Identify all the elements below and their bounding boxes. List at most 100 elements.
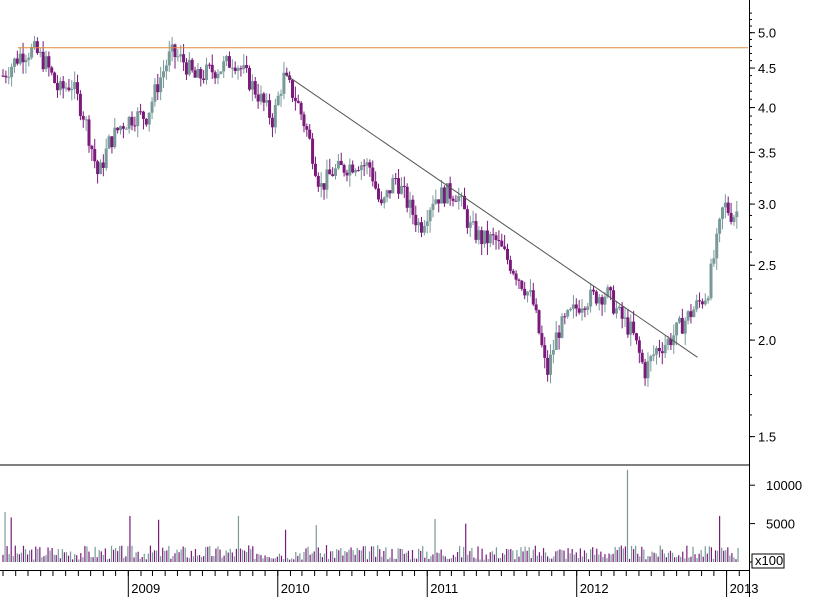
candle-body [124,128,128,130]
candle-body [18,53,22,64]
candle-body [718,218,722,234]
candle-body [420,222,424,233]
candle-body [371,167,375,182]
candle-body [199,69,203,79]
candle-body [44,56,48,70]
candle-body [695,300,699,310]
candle-body [462,195,466,210]
candle-body [591,289,595,292]
candle-body [35,41,39,54]
candle-body [503,246,507,249]
candle-body [715,233,719,259]
candle-body [153,84,157,102]
candle-body [649,356,653,362]
candle-body [190,59,194,71]
candle-body [81,115,85,120]
candle-body [626,317,630,335]
year-label: 2010 [281,581,310,596]
candle-body [167,51,171,66]
candle-body [225,56,229,62]
candle-body [723,202,727,208]
candle-body [720,207,724,219]
candle-body [586,306,590,310]
year-label: 2011 [430,581,458,596]
candle-body [603,296,607,305]
candle-body [557,332,561,338]
candle-body [414,214,418,226]
candle-body [316,175,320,187]
candle-body [136,111,140,127]
candle-body [1,75,5,77]
candle-body [70,88,74,91]
candle-body [4,75,8,78]
candle-body [164,65,168,72]
candle-body [520,280,524,289]
candle-body [474,221,478,240]
candle-body [666,338,670,346]
candle-body [90,145,94,150]
volume-y-axis: 1000050000x100 [749,478,802,570]
price-annotations [18,47,748,358]
candle-body [339,160,343,166]
candle-body [408,199,412,208]
candle-body [417,222,421,226]
candle-body [342,165,346,173]
candle-body [497,240,501,242]
candle-body [182,54,186,63]
candle-body [726,202,730,214]
candle-body [236,68,240,71]
candle-body [299,102,303,115]
candle-body [451,198,455,201]
candle-body [445,183,449,204]
candle-body [505,248,509,260]
candle-body [634,333,638,341]
candle-body [348,164,352,176]
candle-body [517,279,521,281]
candle-body [540,333,544,346]
candle-body [477,230,481,240]
candle-body [233,67,237,71]
candle-body [230,67,234,69]
price-y-axis: 5.0 4.5 4.0 3.5 3.0 2.5 2.0 1.5 [749,0,776,597]
candle-body [268,100,272,118]
volume-multiplier-label: x100 [755,553,783,568]
candle-body [227,56,231,68]
candle-body [313,163,317,176]
candle-body [113,127,117,148]
candle-body [276,95,280,106]
candle-body [141,111,145,119]
candle-body [196,69,200,78]
candle-body [692,309,696,317]
candle-body [328,169,332,175]
candle-body [147,112,151,125]
candle-body [173,44,177,58]
candle-body [528,290,532,292]
candle-body [514,273,518,280]
candle-body [187,59,191,75]
candle-body [325,169,329,190]
candle-body [709,263,713,299]
candle-body [683,320,687,334]
candle-body [379,199,383,204]
candle-body [712,258,716,264]
candle-body [706,298,710,301]
candle-body [663,345,667,354]
candle-body [359,165,363,171]
candle-body [689,311,693,317]
candle-body [119,126,123,131]
volume-tick-label: 5000 [766,517,795,532]
candle-body [273,105,277,128]
candle-body [643,362,647,379]
price-tick-label: 3.0 [758,197,776,212]
candle-body [571,304,575,309]
candle-body [61,81,65,89]
candle-body [285,72,289,76]
candle-body [589,289,593,307]
candle-body [38,51,42,54]
candle-body [216,73,220,79]
candle-body [597,297,601,304]
price-tick-label: 1.5 [758,430,776,445]
candle-body [652,354,656,357]
candle-body [672,335,676,346]
candle-body [637,340,641,353]
